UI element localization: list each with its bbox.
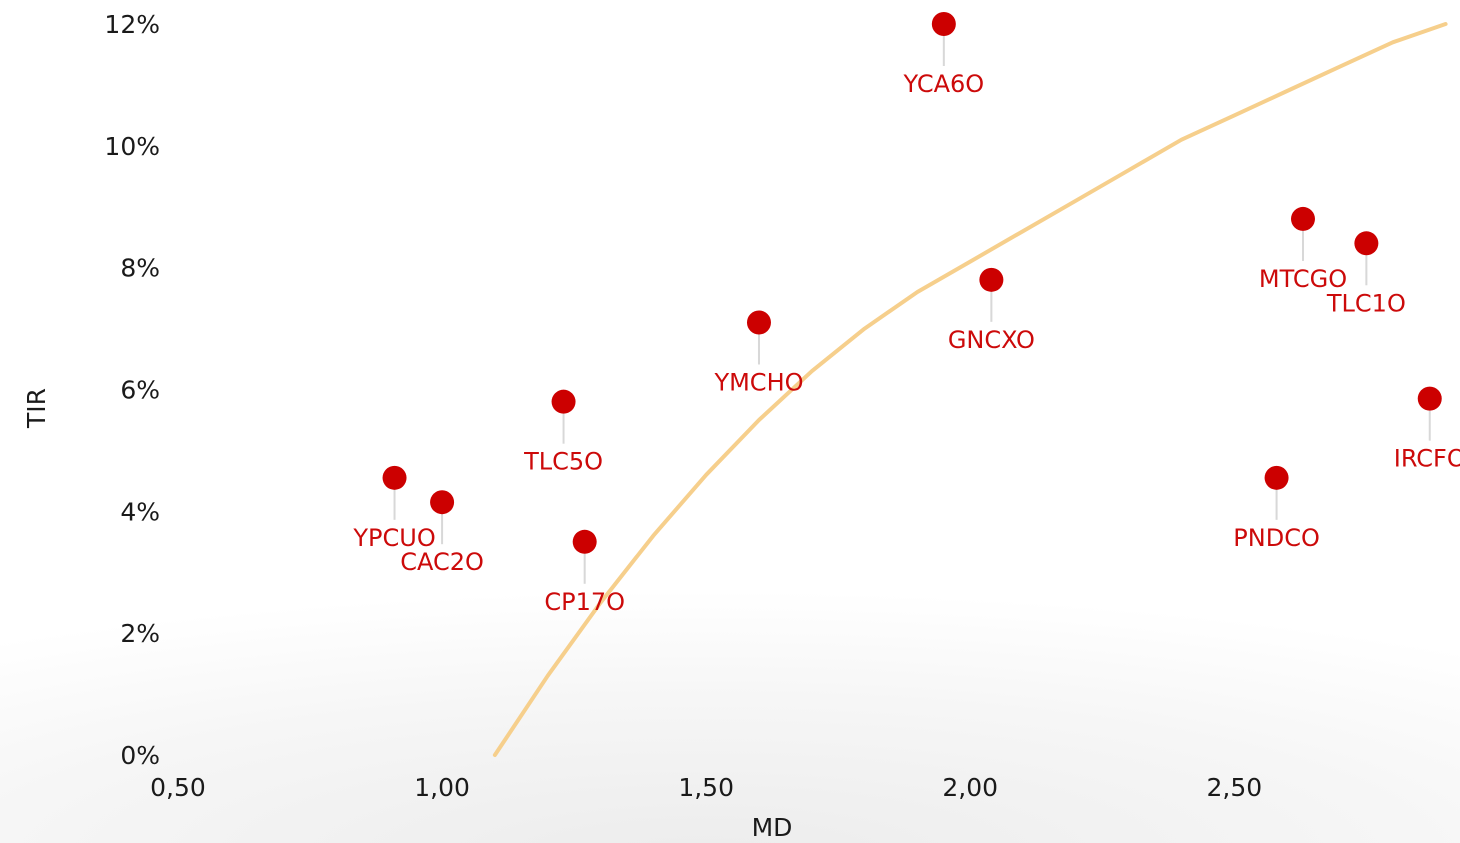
point-label: YMCHO: [713, 368, 803, 396]
point-marker[interactable]: [1264, 465, 1289, 490]
data-point[interactable]: GNCXO: [948, 267, 1035, 354]
x-tick-label: 0,50: [150, 773, 206, 802]
data-point[interactable]: PNDCO: [1233, 465, 1320, 552]
data-point[interactable]: TLC1O: [1326, 231, 1406, 317]
point-marker[interactable]: [430, 490, 455, 515]
y-tick-label: 0%: [120, 741, 160, 770]
x-tick-label: 2,50: [1206, 773, 1262, 802]
point-label: YPCUO: [352, 524, 435, 552]
point-label: TLC5O: [523, 448, 603, 476]
point-marker[interactable]: [1354, 231, 1379, 256]
y-tick-label: 6%: [120, 376, 160, 405]
data-point[interactable]: CP17O: [544, 529, 625, 616]
point-label: GNCXO: [948, 326, 1035, 354]
point-marker[interactable]: [1290, 206, 1315, 231]
y-tick-label: 8%: [120, 254, 160, 283]
point-marker[interactable]: [382, 465, 407, 490]
y-axis-ticks: 0% 2% 4% 6% 8% 10% 12%: [104, 10, 160, 770]
point-label: CP17O: [544, 588, 625, 616]
y-tick-label: 2%: [120, 619, 160, 648]
point-marker[interactable]: [1417, 386, 1442, 411]
point-label: IRCFO: [1394, 445, 1460, 473]
point-label: MTCGO: [1259, 265, 1347, 293]
x-axis-ticks: 0,50 1,00 1,50 2,00 2,50: [150, 773, 1262, 802]
point-label: CAC2O: [400, 548, 484, 576]
data-point[interactable]: CAC2O: [400, 490, 484, 576]
y-tick-label: 10%: [104, 132, 160, 161]
point-label: YCA6O: [902, 70, 984, 98]
x-axis-title: MD: [752, 813, 793, 842]
data-point[interactable]: YPCUO: [352, 465, 436, 552]
y-axis-title: TIR: [22, 388, 51, 429]
point-label: TLC1O: [1326, 289, 1406, 317]
y-tick-label: 12%: [104, 10, 160, 39]
data-point[interactable]: YMCHO: [713, 310, 804, 396]
point-label: PNDCO: [1233, 524, 1320, 552]
point-marker[interactable]: [572, 529, 597, 554]
data-point[interactable]: YCA6O: [902, 12, 984, 98]
point-marker[interactable]: [979, 267, 1004, 292]
x-tick-label: 1,00: [414, 773, 470, 802]
x-tick-label: 1,50: [678, 773, 734, 802]
curve-layer: [492, 22, 1448, 757]
fitted-curve: [492, 22, 1448, 757]
x-tick-label: 2,00: [942, 773, 998, 802]
data-point[interactable]: MTCGO: [1259, 206, 1347, 293]
y-tick-label: 4%: [120, 497, 160, 526]
data-point[interactable]: TLC5O: [523, 389, 603, 476]
point-marker[interactable]: [746, 310, 771, 335]
data-point[interactable]: IRCFO: [1394, 386, 1460, 473]
point-marker[interactable]: [551, 389, 576, 414]
point-marker[interactable]: [931, 12, 956, 36]
